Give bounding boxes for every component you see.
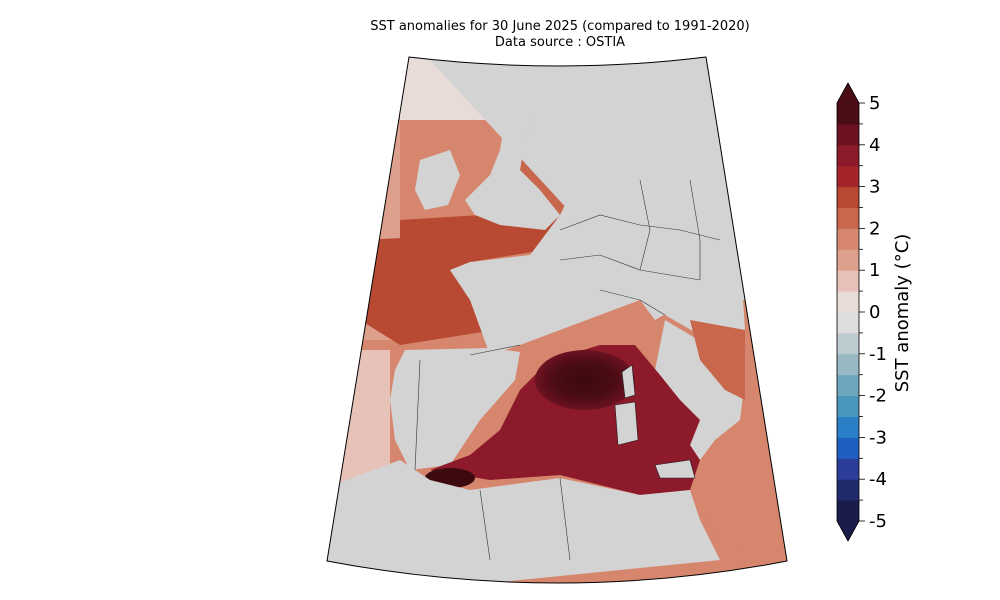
colorbar-segment: [837, 312, 859, 334]
colorbar: 5 4 3 2 1 0 -1 -2 -3 -4 -5: [836, 82, 887, 542]
great-britain: [465, 100, 560, 230]
colorbar-extend-max: [837, 83, 859, 103]
colorbar-segment: [837, 416, 859, 438]
colorbar-segment: [837, 165, 859, 188]
corsica: [621, 364, 636, 399]
ireland: [415, 150, 460, 210]
country-borders: [414, 179, 721, 561]
colorbar-segment: [837, 332, 859, 355]
colorbar-segment: [837, 353, 859, 376]
sicily: [654, 459, 696, 479]
colorbar-segment: [837, 500, 859, 522]
colorbar-tick-label: 1: [869, 260, 880, 281]
colorbar-label: SST anomaly (°C): [892, 234, 913, 393]
ligurian-hotspot: [535, 350, 635, 410]
map-area: [327, 57, 787, 583]
map-frame: [326, 56, 788, 584]
colorbar-tick-label: -1: [869, 344, 887, 365]
colorbar-segment: [837, 228, 859, 250]
colorbar-tick-label: 2: [869, 218, 880, 239]
colorbar-segment: [837, 479, 859, 501]
adriatic-sea: [690, 320, 745, 400]
iberian-peninsula: [390, 348, 520, 470]
colorbar-segment: [837, 437, 859, 459]
colorbar-segment: [837, 123, 859, 146]
north-africa: [327, 460, 720, 583]
colorbar-tick-label: 3: [869, 177, 880, 198]
colorbar-segment: [837, 291, 859, 313]
colorbar-tick-label: -4: [869, 469, 887, 490]
colorbar-segment: [837, 186, 859, 208]
colorbar-tick-label: -3: [869, 427, 887, 448]
map-subtitle: Data source : OSTIA: [494, 35, 626, 50]
map-title: SST anomalies for 30 June 2025 (compared…: [370, 19, 750, 34]
sardinia: [614, 401, 639, 446]
colorbar-segment: [837, 144, 859, 167]
colorbar-extend-min: [837, 521, 859, 541]
colorbar-segment: [837, 374, 859, 397]
colorbar-tick-label: 0: [869, 302, 880, 323]
colorbar-tick-label: -5: [869, 511, 887, 532]
colorbar-segment: [837, 207, 859, 229]
colorbar-tick-label: 4: [869, 135, 880, 156]
ionian-sea: [700, 430, 787, 560]
colorbar-segment: [837, 270, 859, 292]
colorbar-tick-label: -2: [869, 386, 887, 407]
colorbar-tick-label: 5: [869, 93, 880, 114]
colorbar-segment: [837, 103, 859, 125]
colorbar-segment: [837, 249, 859, 271]
colorbar-segment: [837, 458, 859, 480]
colorbar-segment: [837, 395, 859, 417]
italy: [655, 320, 745, 460]
